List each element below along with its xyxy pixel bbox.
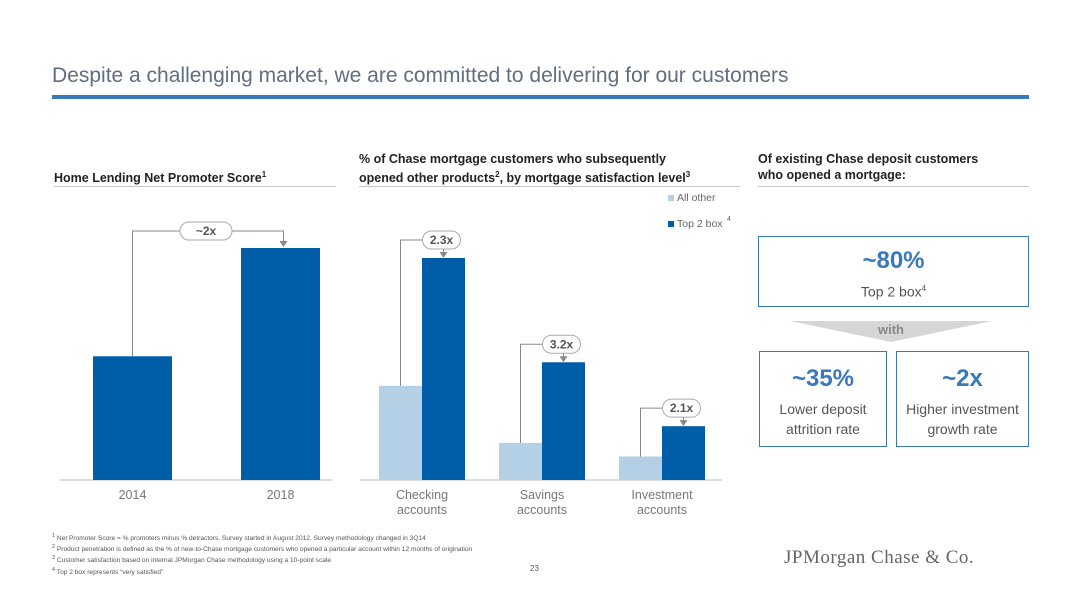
nps-title-text: Home Lending Net Promoter Score xyxy=(54,171,262,186)
footnote-1-sup: 1 xyxy=(52,533,56,539)
products-bar-all-other xyxy=(499,443,542,480)
nps-ratio-arrowhead xyxy=(279,241,288,247)
products-bar-top-2-box xyxy=(662,426,705,480)
products-tick-label: accounts xyxy=(517,503,567,517)
legend-label-all-other: All other xyxy=(677,192,716,204)
products-tick-label: accounts xyxy=(637,503,687,517)
footnote-4-text: Top 2 box represents “very satisfied” xyxy=(56,568,164,576)
products-panel-title: % of Chase mortgage customers who subseq… xyxy=(359,151,690,186)
company-logo: JPMorgan Chase & Co. xyxy=(784,547,975,568)
left-box: ~35% Lower deposit attrition rate xyxy=(759,351,887,447)
products-ratio-pill xyxy=(662,398,701,418)
nps-tick-label: 2018 xyxy=(267,488,295,502)
right-box-value: ~2x xyxy=(942,365,983,392)
right-box: ~2x Higher investment growth rate xyxy=(896,351,1029,447)
footnote-2: 2 Product penetration is defined as the … xyxy=(52,543,572,554)
footnote-4-sup: 4 xyxy=(52,566,56,573)
products-ratio-arrowhead xyxy=(439,252,448,258)
products-ratio-pill xyxy=(422,230,461,250)
legend-label-sup: 4 xyxy=(727,216,731,223)
top-box-label: Top 2 box4 xyxy=(759,279,1028,302)
title-rule xyxy=(52,95,1029,99)
deposit-panel-title: Of existing Chase deposit customers who … xyxy=(758,151,978,183)
page-number: 23 xyxy=(530,564,539,573)
footnotes: 1 Net Promoter Score = % promoters minus… xyxy=(52,532,572,577)
products-bar-top-2-box xyxy=(542,362,585,480)
products-bar-all-other xyxy=(379,385,422,480)
nps-bar-2018 xyxy=(241,248,320,480)
slide-title: Despite a challenging market, we are com… xyxy=(52,64,789,87)
nps-ratio-label: ~2x xyxy=(196,224,217,238)
products-tick-label: accounts xyxy=(397,503,447,517)
legend-label-top-2-box: Top 2 box xyxy=(677,218,723,230)
products-title-sup3: 3 xyxy=(685,170,691,179)
footnote-1: 1 Net Promoter Score = % promoters minus… xyxy=(52,532,572,543)
products-tick-label: Checking xyxy=(396,488,448,502)
products-ratio-arrowhead xyxy=(559,356,568,363)
right-box-label-2: growth rate xyxy=(927,421,998,437)
products-title-line1: % of Chase mortgage customers who subseq… xyxy=(359,152,667,166)
with-label: with xyxy=(878,322,904,337)
products-title-l2a: opened other products xyxy=(359,171,496,186)
products-title-sup2: 2 xyxy=(495,170,500,179)
right-box-label-1: Higher investment xyxy=(906,401,1019,417)
products-ratio-label: 2.1x xyxy=(670,401,694,415)
top-box-label-text: Top 2 box xyxy=(860,283,922,300)
legend-swatch-top-2-box xyxy=(668,221,674,227)
nps-panel-title: Home Lending Net Promoter Score1 xyxy=(54,167,266,186)
deposit-panel-rule xyxy=(758,186,1029,187)
products-title-line2: opened other products2, by mortgage sati… xyxy=(359,167,690,186)
products-bar-top-2-box xyxy=(422,258,465,480)
nps-title-sup: 1 xyxy=(261,170,267,179)
products-tick-label: Savings xyxy=(520,488,564,502)
footnote-1-text: Net Promoter Score = % promoters minus %… xyxy=(56,535,426,543)
left-box-label-2: attrition rate xyxy=(786,421,860,437)
products-panel-rule xyxy=(359,186,740,187)
legend-swatch-all-other xyxy=(668,195,674,201)
nps-bar-2014 xyxy=(93,356,172,480)
nps-tick-label: 2014 xyxy=(119,488,147,502)
products-bar-all-other xyxy=(619,456,662,480)
top-box: ~80% Top 2 box4 xyxy=(758,236,1029,307)
deposit-title-line1: Of existing Chase deposit customers xyxy=(758,152,979,166)
footnote-3-text: Customer satisfaction based on internal … xyxy=(56,557,332,565)
products-tick-label: Investment xyxy=(631,488,693,502)
top-box-label-sup: 4 xyxy=(921,284,927,293)
top-box-value: ~80% xyxy=(862,247,925,274)
deposit-title-line2: who opened a mortgage: xyxy=(758,168,906,182)
left-box-value: ~35% xyxy=(791,365,855,392)
products-ratio-pill xyxy=(542,334,581,354)
footnote-2-text: Product penetration is defined as the % … xyxy=(56,546,473,554)
products-ratio-arrowhead xyxy=(679,420,688,427)
products-ratio-label: 3.2x xyxy=(550,337,574,351)
footnote-3: 3 Customer satisfaction based on interna… xyxy=(52,554,572,565)
footnote-4: 4 Top 2 box represents “very satisfied” xyxy=(52,566,572,577)
nps-ratio-pill xyxy=(179,221,233,241)
left-box-label-1: Lower deposit xyxy=(779,401,867,417)
nps-panel-rule xyxy=(54,186,336,187)
footnote-3-sup: 3 xyxy=(52,555,56,562)
products-title-l2b: , by mortgage satisfaction level xyxy=(499,171,686,186)
footnote-2-sup: 2 xyxy=(52,544,56,551)
products-ratio-label: 2.3x xyxy=(430,233,454,247)
